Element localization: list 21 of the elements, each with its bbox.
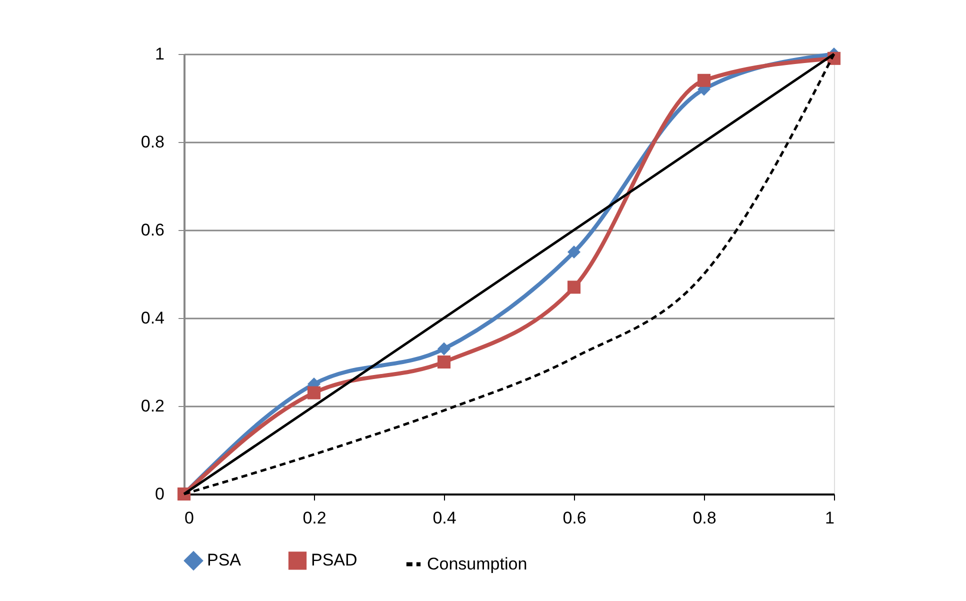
point: [567, 245, 581, 259]
point: [437, 342, 451, 356]
x-tick-label: 0.8: [692, 508, 716, 528]
x-tick-label: 1: [825, 508, 834, 528]
point: [697, 74, 711, 87]
y-tick-label: 0: [155, 484, 164, 504]
y-tick-label: 0.8: [140, 132, 164, 152]
y-tick-label: 0.4: [140, 308, 164, 328]
legend-label: Consumption: [427, 554, 528, 574]
x-tick-label: 0.2: [302, 508, 326, 528]
legend-label: PSAD: [311, 550, 358, 570]
y-tick-label: 0.2: [140, 396, 164, 416]
point: [437, 355, 451, 369]
y-tick-label: 1: [155, 44, 164, 64]
x-tick-label: 0.6: [562, 508, 586, 528]
point: [567, 280, 581, 294]
x-tick-label: 0: [184, 508, 194, 528]
point: [307, 386, 321, 400]
x-tick-label: 0.4: [432, 508, 456, 528]
y-tick-label: 0.6: [140, 220, 164, 240]
legend-label: PSA: [207, 550, 242, 570]
